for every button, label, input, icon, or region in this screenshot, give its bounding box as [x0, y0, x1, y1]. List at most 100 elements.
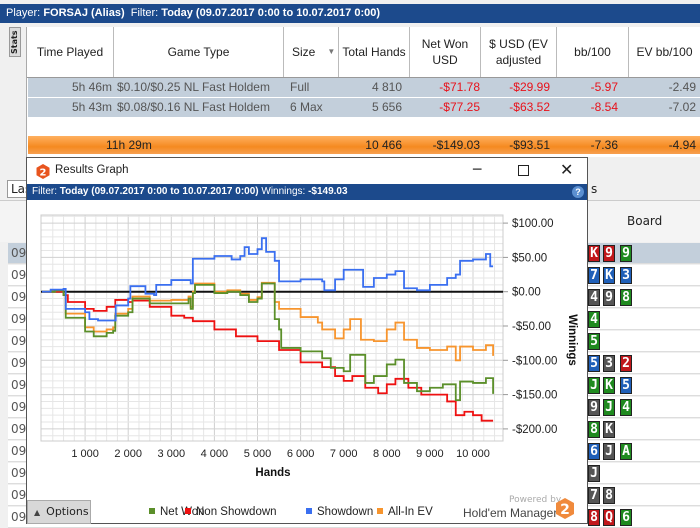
board-card: 4	[588, 289, 600, 306]
cell-game: $0.10/$0.25 NL Fast Holdem	[117, 80, 270, 94]
board-card: Q	[603, 509, 615, 526]
board-card: 8	[620, 289, 632, 306]
cell-bb: -8.54	[590, 100, 618, 114]
cell-hands: 5 656	[371, 100, 402, 114]
board-card: 4	[588, 311, 600, 328]
board-card: K	[603, 421, 615, 438]
legend-swatch	[377, 508, 383, 514]
stats-tab[interactable]: Stats	[9, 27, 21, 57]
hand-date: 09.	[11, 268, 31, 282]
results-chart: 1 000 2 000 3 000 4 000 5 000 6 000 7 000 8 000…	[40, 214, 578, 479]
board-card: 2	[620, 355, 632, 372]
col-size[interactable]: Size ▼	[284, 27, 339, 77]
series-net-won	[42, 282, 494, 401]
graph-filter-label: Filter:	[32, 186, 57, 197]
summary-row: 11h 29m 10 466 -$149.03 -$93.51 -7.36 -4…	[28, 136, 700, 154]
graph-filter-value: Today (09.07.2017 0:00 to 10.07.2017 0:0…	[59, 186, 259, 197]
col-ev-adjusted[interactable]: $ USD (EV adjusted	[481, 27, 557, 77]
table-row[interactable]: 5h 46m $0.10/$0.25 NL Fast Holdem Full 4 81…	[28, 78, 700, 97]
brand-name: Hold'em Manager	[463, 506, 558, 520]
hand-date: 09.	[11, 488, 31, 502]
col-board[interactable]: Board	[627, 214, 663, 228]
hand-date: 09.	[11, 356, 31, 370]
board-card: 7	[588, 487, 600, 504]
legend-non-showdown[interactable]: Non Showdown	[185, 506, 277, 518]
help-icon[interactable]: ?	[572, 186, 584, 198]
col-total-hands[interactable]: Total Hands	[339, 27, 410, 77]
board-card: K	[603, 267, 615, 284]
summary-time: 11h 29m	[106, 138, 152, 152]
powered-by: Powered by	[509, 495, 562, 505]
filter-label: Filter:	[130, 7, 159, 19]
hand-date: 09.	[11, 378, 31, 392]
board-card: J	[588, 465, 600, 482]
close-icon[interactable]: ✕	[560, 160, 574, 179]
x-tick-label: 3 000	[158, 448, 186, 460]
y-tick-label: $50.00	[512, 252, 547, 264]
minimize-icon[interactable]: ─	[473, 162, 482, 178]
cell-hands: 4 810	[371, 80, 402, 94]
x-tick-label: 8 000	[373, 448, 401, 460]
col-size-label: Size	[292, 45, 316, 59]
hand-date: 09.	[11, 444, 31, 458]
board-card: J	[603, 399, 615, 416]
board-card: K	[588, 245, 600, 262]
col-bb100[interactable]: bb/100	[557, 27, 629, 77]
x-tick-label: 2 000	[114, 448, 142, 460]
hand-date: 09.	[11, 246, 31, 260]
y-tick-label: $0.00	[512, 287, 541, 299]
col-net-won[interactable]: Net Won USD	[410, 27, 481, 77]
plot-frame	[40, 214, 504, 442]
cell-evbb: -2.49	[668, 80, 696, 94]
cell-ev: -$29.99	[509, 80, 550, 94]
winnings-value: -$149.03	[308, 186, 348, 197]
board-card: 5	[620, 377, 632, 394]
cell-size: Full	[290, 80, 310, 94]
hm2-brand-logo: 2	[556, 498, 574, 519]
sort-down-icon[interactable]: ▼	[327, 47, 336, 56]
filter-value[interactable]: Today (09.07.2017 0:00 to 10.07.2017 0:0…	[161, 7, 381, 19]
hm2-logo-icon: 2	[36, 164, 50, 179]
cell-ev: -$63.52	[509, 100, 550, 114]
legend-swatch	[306, 508, 312, 514]
col-ev-bb100[interactable]: EV bb/100	[629, 27, 700, 77]
window-titlebar[interactable]: 2 Results Graph ─ ✕	[27, 158, 587, 184]
options-label: Options	[46, 505, 89, 518]
legend-label: Non Showdown	[196, 506, 277, 518]
col-time-played[interactable]: Time Played	[27, 27, 114, 77]
legend-net-won[interactable]: Net Won	[149, 506, 205, 518]
board-card: 7	[588, 267, 600, 284]
hand-date: 09.	[11, 290, 31, 304]
board-card: 3	[603, 355, 615, 372]
legend-all-in-ev[interactable]: All-In EV	[377, 506, 433, 518]
legend-swatch	[185, 508, 191, 514]
legend-label: All-In EV	[388, 506, 433, 518]
y-tick-label: -$200.00	[512, 424, 557, 436]
cell-time: 5h 46m	[71, 80, 112, 94]
board-card: J	[603, 443, 615, 460]
graph-filter-bar: Filter: Today (09.07.2017 0:00 to 10.07.…	[27, 184, 587, 200]
cell-size: 6 Max	[290, 100, 323, 114]
logo-text: 2	[560, 502, 570, 518]
x-tick-label: 6 000	[287, 448, 315, 460]
options-button[interactable]: ▲ Options	[27, 500, 91, 524]
cell-net: -$77.25	[439, 100, 480, 114]
board-card: 6	[588, 443, 600, 460]
partial-label: s	[591, 182, 598, 196]
svg-text:2: 2	[40, 168, 47, 179]
cell-game: $0.08/$0.16 NL Fast Holdem	[117, 100, 270, 114]
hand-date: 09.	[11, 510, 31, 524]
table-row[interactable]: 5h 43m $0.08/$0.16 NL Fast Holdem 6 Max 5 6…	[28, 98, 700, 117]
maximize-icon[interactable]	[518, 165, 529, 176]
legend-label: Showdown	[317, 506, 374, 518]
board-card: 6	[620, 509, 632, 526]
summary-ev: -$93.51	[509, 138, 550, 152]
board-card: 8	[603, 487, 615, 504]
board-card: 9	[588, 399, 600, 416]
y-tick-label: $100.00	[512, 218, 554, 230]
y-tick-label: -$150.00	[512, 390, 557, 402]
col-game-type[interactable]: Game Type	[114, 27, 284, 77]
board-card: 4	[620, 399, 632, 416]
player-name: FORSAJ (Alias)	[43, 7, 125, 19]
legend-showdown[interactable]: Showdown	[306, 506, 373, 518]
